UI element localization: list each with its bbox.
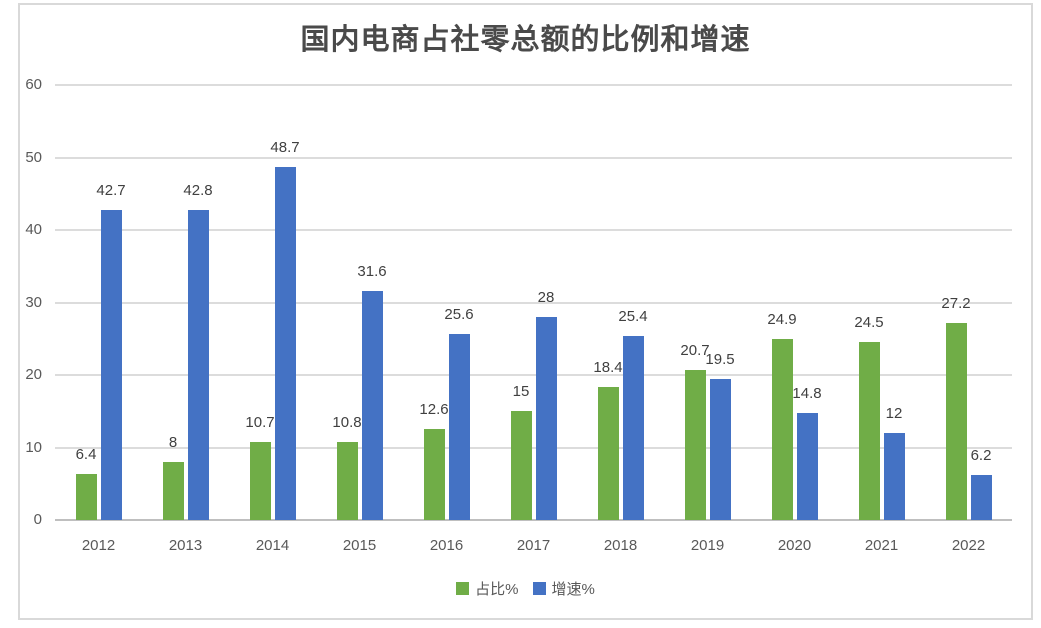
x-axis-line <box>55 519 1012 521</box>
legend-item: 增速% <box>532 578 595 599</box>
data-label: 42.7 <box>96 182 126 200</box>
data-label: 27.2 <box>941 294 971 312</box>
data-label: 12 <box>885 405 903 422</box>
data-label: 19.5 <box>705 350 735 368</box>
bar <box>75 473 97 520</box>
data-label: 6.2 <box>970 447 992 465</box>
chart-title: 国内电商占社零总额的比例和增速 <box>300 24 751 56</box>
gridline <box>55 301 1012 304</box>
legend-swatch <box>532 582 546 595</box>
data-label: 42.8 <box>183 181 213 199</box>
y-tick-label: 60 <box>25 76 42 93</box>
gridline <box>55 374 1012 376</box>
bar <box>336 441 358 520</box>
data-label: 28 <box>537 289 555 306</box>
data-label: 14.8 <box>792 384 822 402</box>
x-axis-label: 2013 <box>168 537 203 554</box>
data-label: 25.4 <box>618 307 648 325</box>
bar <box>274 166 296 520</box>
bar <box>622 335 644 520</box>
x-axis-label: 2021 <box>864 537 899 554</box>
bar <box>597 386 619 520</box>
data-label: 12.6 <box>419 400 449 418</box>
data-label: 10.8 <box>332 413 362 431</box>
gridline <box>55 84 1012 86</box>
bar <box>510 411 532 520</box>
data-label: 25.6 <box>444 306 474 324</box>
data-label: 20.7 <box>680 341 710 359</box>
data-label: 18.4 <box>593 358 623 376</box>
x-axis-label: 2019 <box>690 537 725 554</box>
gridline <box>55 156 1012 159</box>
data-label: 10.7 <box>245 414 275 432</box>
legend-swatch <box>456 582 470 595</box>
legend-label: 占比% <box>475 581 519 598</box>
bar <box>162 462 184 520</box>
data-label: 6.4 <box>75 445 97 463</box>
x-axis-label: 2015 <box>342 537 377 554</box>
x-axis-label: 2020 <box>777 537 812 554</box>
bar <box>771 339 793 520</box>
bar <box>249 442 271 520</box>
gridline <box>55 446 1012 449</box>
x-axis-label: 2012 <box>81 537 116 554</box>
bar <box>883 433 905 520</box>
x-axis-label: 2017 <box>516 537 551 554</box>
bar <box>361 290 383 520</box>
y-tick-label: 20 <box>25 366 42 383</box>
bar <box>187 209 209 520</box>
x-axis-label: 2014 <box>255 537 290 554</box>
data-label: 8 <box>168 434 178 451</box>
data-label: 31.6 <box>357 262 387 280</box>
bar <box>448 334 470 520</box>
data-label: 24.9 <box>767 311 797 329</box>
legend-label: 增速% <box>551 581 595 598</box>
bar <box>970 475 992 520</box>
x-axis-label: 2018 <box>603 537 638 554</box>
x-axis-label: 2016 <box>429 537 464 554</box>
data-label: 48.7 <box>270 138 300 156</box>
bar <box>796 412 818 520</box>
bar <box>858 342 880 520</box>
bar <box>684 369 706 520</box>
bar <box>100 210 122 520</box>
bar <box>709 378 731 520</box>
y-tick-label: 0 <box>33 511 42 528</box>
y-tick-label: 40 <box>25 221 42 238</box>
data-label: 24.5 <box>854 314 884 332</box>
bar <box>535 317 557 520</box>
x-axis-label: 2022 <box>951 537 986 554</box>
gridline <box>55 229 1012 231</box>
bar <box>423 428 445 520</box>
y-tick-label: 30 <box>25 293 42 311</box>
y-tick-label: 10 <box>25 438 42 456</box>
y-tick-label: 50 <box>25 148 42 166</box>
legend: 占比% 增速% <box>18 578 1033 599</box>
bar <box>945 322 967 520</box>
legend-item: 占比% <box>456 578 519 599</box>
data-label: 15 <box>512 383 530 401</box>
